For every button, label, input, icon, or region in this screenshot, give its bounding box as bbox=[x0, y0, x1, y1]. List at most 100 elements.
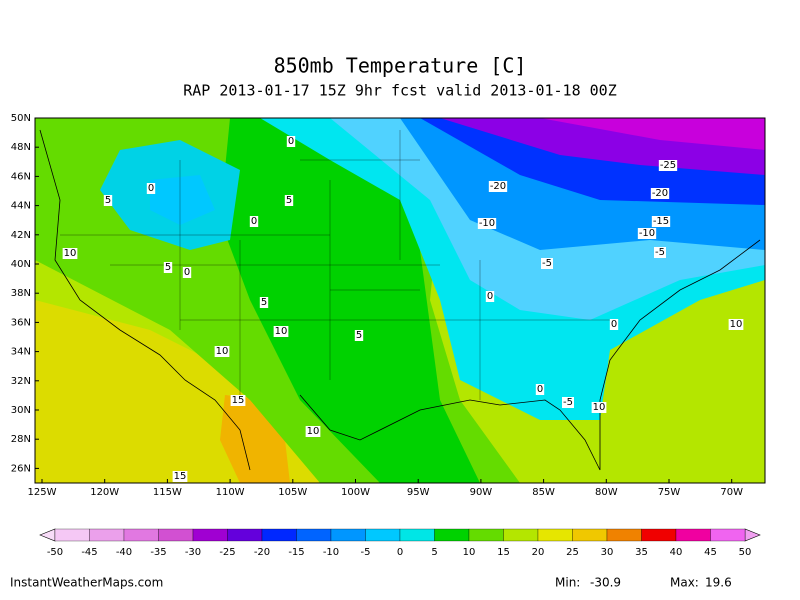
contour-label-bg bbox=[273, 326, 289, 337]
lat-label: 42N bbox=[11, 230, 31, 241]
contour-label: 0 bbox=[184, 267, 190, 278]
contour-label-bg bbox=[650, 188, 670, 199]
contour-label-bg bbox=[609, 319, 619, 330]
contour-label: 10 bbox=[216, 346, 229, 357]
max-label: Max: bbox=[670, 576, 699, 590]
contour-label-bg bbox=[103, 195, 113, 206]
contour-label: 5 bbox=[105, 195, 111, 206]
lon-label: 120W bbox=[90, 487, 119, 498]
colorbar-swatch bbox=[330, 528, 366, 542]
max-value: 19.6 bbox=[705, 576, 732, 590]
colorbar-label: 5 bbox=[431, 547, 437, 558]
colorbar-swatch bbox=[710, 528, 746, 542]
contour-label-bg bbox=[230, 395, 246, 406]
contour-label-bg bbox=[214, 346, 230, 357]
contour-label: 5 bbox=[165, 262, 171, 273]
colorbar-swatch bbox=[434, 528, 470, 542]
colorbar-swatch bbox=[89, 528, 125, 542]
contour-label: 15 bbox=[174, 471, 187, 482]
contour-label-bg bbox=[477, 218, 497, 229]
colorbar-label: -5 bbox=[361, 547, 371, 558]
lon-label: 110W bbox=[216, 487, 245, 498]
contour-label: 0 bbox=[537, 384, 543, 395]
colorbar-swatch bbox=[641, 528, 677, 542]
colorbar-label: -10 bbox=[323, 547, 339, 558]
lon-label: 70W bbox=[720, 487, 743, 498]
lon-label: 80W bbox=[595, 487, 618, 498]
contour-label-bg bbox=[541, 258, 553, 269]
colorbar-swatch bbox=[399, 528, 435, 542]
colorbar-swatch bbox=[54, 528, 90, 542]
contour-label: -15 bbox=[653, 216, 669, 227]
colorbar-swatch bbox=[675, 528, 711, 542]
contour-label: 0 bbox=[148, 183, 154, 194]
contour-label: -10 bbox=[479, 218, 495, 229]
lon-label: 100W bbox=[341, 487, 370, 498]
contour-label: 15 bbox=[232, 395, 245, 406]
colorbar-swatch bbox=[227, 528, 263, 542]
contour-label: -5 bbox=[563, 397, 573, 408]
contour-label-bg bbox=[658, 160, 678, 171]
lon-label: 75W bbox=[658, 487, 681, 498]
colorbar-swatch bbox=[365, 528, 401, 542]
colorbar-swatch bbox=[468, 528, 504, 542]
contour-label: -5 bbox=[542, 258, 552, 269]
contour-label: 0 bbox=[288, 136, 294, 147]
contour-label-bg bbox=[485, 291, 495, 302]
colorbar-swatch bbox=[503, 528, 539, 542]
contour-label-bg bbox=[591, 402, 607, 413]
contour-label: -20 bbox=[652, 188, 668, 199]
contour-label: -5 bbox=[655, 247, 665, 258]
colorbar-label: -40 bbox=[116, 547, 132, 558]
lat-label: 44N bbox=[11, 201, 31, 212]
colorbar-swatch bbox=[296, 528, 332, 542]
colorbar-swatch bbox=[123, 528, 159, 542]
colorbar-label: 30 bbox=[601, 547, 614, 558]
lat-label: 34N bbox=[11, 347, 31, 358]
colorbar-label: 35 bbox=[635, 547, 648, 558]
colorbar-label: -25 bbox=[219, 547, 235, 558]
colorbar-swatch bbox=[537, 528, 573, 542]
lon-label: 125W bbox=[28, 487, 57, 498]
contour-label: 0 bbox=[487, 291, 493, 302]
lat-label: 46N bbox=[11, 171, 31, 182]
contour-label-bg bbox=[651, 216, 671, 227]
min-label: Min: bbox=[555, 576, 580, 590]
contour-label: 10 bbox=[307, 426, 320, 437]
contour-label-bg bbox=[286, 136, 296, 147]
contour-label: -10 bbox=[639, 228, 655, 239]
colorbar-label: 10 bbox=[463, 547, 476, 558]
lat-label: 38N bbox=[11, 288, 31, 299]
lon-label: 105W bbox=[278, 487, 307, 498]
lat-label: 26N bbox=[11, 463, 31, 474]
lat-label: 30N bbox=[11, 405, 31, 416]
contour-label-bg bbox=[354, 330, 364, 341]
lat-label: 48N bbox=[11, 142, 31, 153]
colorbar-over bbox=[744, 528, 761, 542]
colorbar-label: -45 bbox=[81, 547, 97, 558]
map-field bbox=[35, 118, 765, 483]
contour-label: 10 bbox=[593, 402, 606, 413]
contour-label-bg bbox=[728, 319, 744, 330]
contour-label-bg bbox=[249, 216, 259, 227]
colorbar-swatch bbox=[261, 528, 297, 542]
contour-label: 10 bbox=[275, 326, 288, 337]
colorbar-label: 40 bbox=[670, 547, 683, 558]
contour-label: -25 bbox=[660, 160, 676, 171]
colorbar-label: -20 bbox=[254, 547, 270, 558]
site-name: InstantWeatherMaps.com bbox=[10, 576, 163, 590]
lat-label: 36N bbox=[11, 317, 31, 328]
colorbar-label: 20 bbox=[532, 547, 545, 558]
contour-label: 10 bbox=[730, 319, 743, 330]
contour-label-bg bbox=[172, 471, 188, 482]
colorbar-label: 45 bbox=[704, 547, 717, 558]
lon-label: 85W bbox=[532, 487, 555, 498]
colorbar-swatch bbox=[572, 528, 608, 542]
lat-label: 40N bbox=[11, 259, 31, 270]
colorbar-label: 25 bbox=[566, 547, 579, 558]
contour-label: 0 bbox=[611, 319, 617, 330]
colorbar-swatch bbox=[606, 528, 642, 542]
lat-label: 28N bbox=[11, 434, 31, 445]
contour-label-bg bbox=[259, 297, 269, 308]
